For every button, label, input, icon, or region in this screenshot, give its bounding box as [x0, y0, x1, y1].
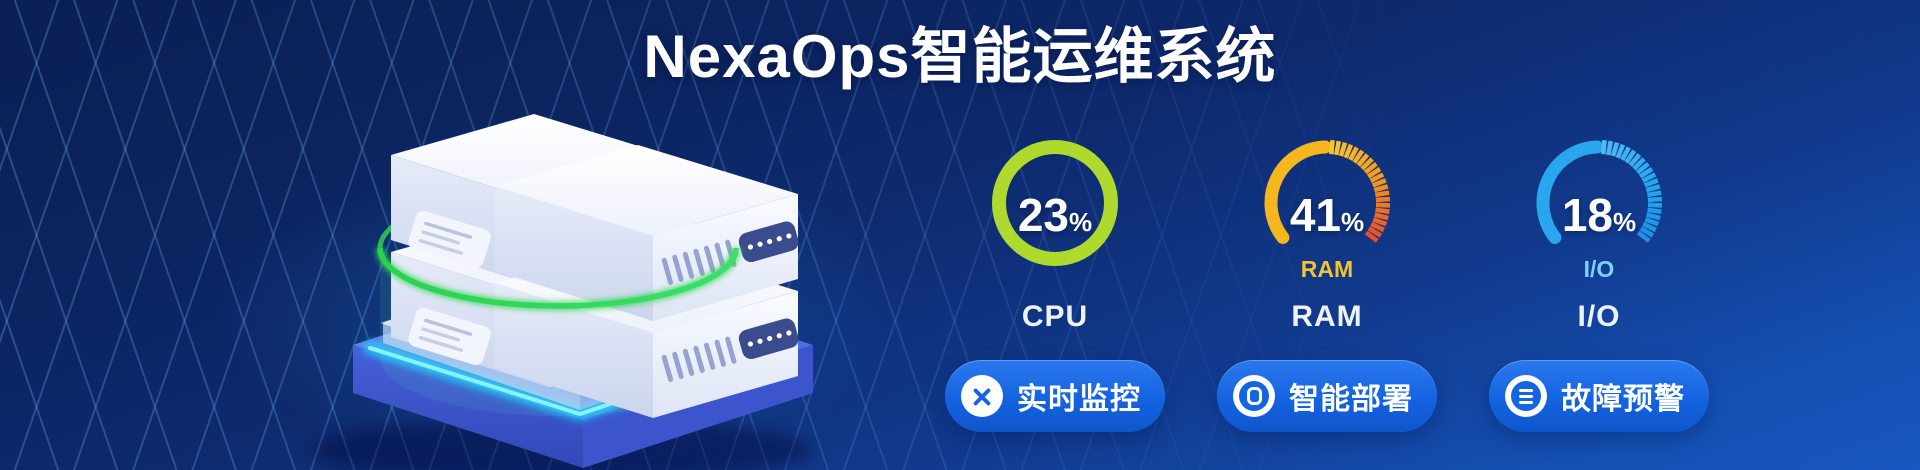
page-title: NexaOps智能运维系统: [643, 23, 1277, 90]
button-label: 实时监控: [1017, 383, 1141, 416]
button-label: 故障预警: [1561, 383, 1685, 416]
close-icon: [961, 375, 1003, 417]
list-icon: [1505, 375, 1547, 417]
metrics-panel: 23% CPU 实时监控 41% RAM RAM 智能部署: [930, 128, 1724, 432]
metric-column-ram: 41% RAM RAM 智能部署: [1202, 128, 1452, 432]
server-stacks: [391, 114, 799, 418]
server-illustration: [258, 58, 844, 470]
vents: [661, 336, 737, 382]
metric-column-cpu: 23% CPU 实时监控: [930, 128, 1180, 432]
ram-gauge-value: 41%: [1289, 189, 1365, 241]
ram-gauge-label: RAM: [1291, 300, 1363, 333]
fault-warning-button[interactable]: 故障预警: [1489, 360, 1709, 432]
cpu-gauge: 23%: [980, 128, 1130, 284]
ram-gauge: 41% RAM: [1252, 128, 1402, 284]
metric-column-io: 18% I/O I/O 故障预警: [1474, 128, 1724, 432]
io-gauge: 18% I/O: [1524, 128, 1674, 284]
cpu-gauge-label: CPU: [1021, 300, 1089, 333]
led-panel: [738, 221, 799, 263]
io-gauge-label: I/O: [1577, 300, 1621, 333]
label-plate: [408, 210, 491, 268]
led-panel: [738, 318, 799, 360]
green-ring-front: [375, 247, 741, 311]
ram-gauge-sublabel: RAM: [1300, 256, 1354, 282]
label-plate: [408, 307, 491, 365]
target-icon: [1233, 375, 1275, 417]
button-label: 智能部署: [1289, 383, 1413, 416]
smart-deployment-button[interactable]: 智能部署: [1217, 360, 1437, 432]
io-gauge-sublabel: I/O: [1583, 256, 1615, 282]
realtime-monitoring-button[interactable]: 实时监控: [945, 360, 1165, 432]
cpu-gauge-value: 23%: [1017, 189, 1093, 241]
io-gauge-value: 18%: [1561, 189, 1637, 241]
